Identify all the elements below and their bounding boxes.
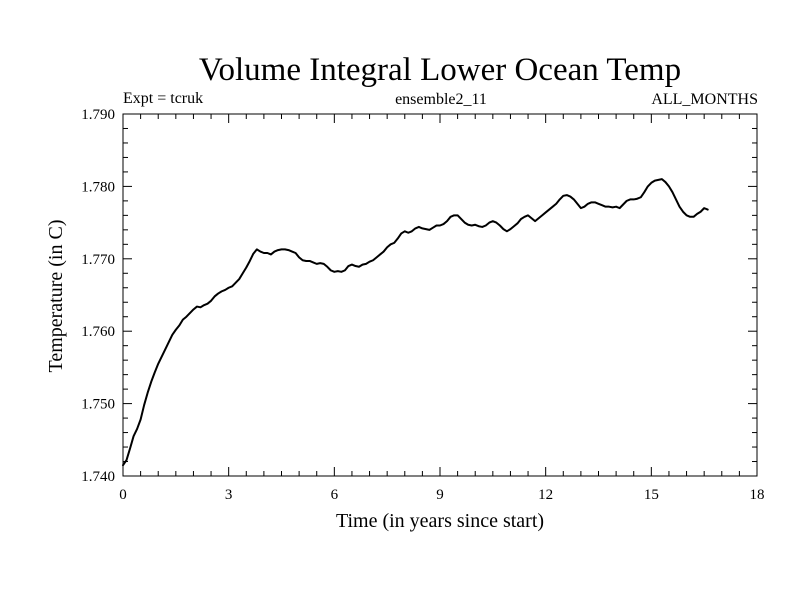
y-tick-label: 1.790 [81, 107, 115, 123]
x-axis-label: Time (in years since start) [336, 510, 544, 532]
chart-subtitle-left: Expt = tcruk [123, 90, 203, 107]
y-tick-label: 1.780 [81, 179, 115, 195]
x-tick-label: 15 [644, 487, 659, 503]
x-tick-label: 12 [538, 487, 553, 503]
plot-frame [122, 113, 758, 477]
chart-subtitle-center: ensemble2_11 [395, 91, 487, 108]
x-tick-label: 3 [225, 487, 233, 503]
series-line [122, 178, 709, 467]
x-tick-label: 0 [119, 487, 127, 503]
x-tick-label: 6 [331, 487, 339, 503]
chart-title: Volume Integral Lower Ocean Temp [199, 52, 681, 88]
y-tick-label: 1.760 [81, 324, 115, 340]
y-tick-labels: 1.740 1.750 1.760 1.770 1.780 1.790 [81, 107, 115, 485]
x-tick-label: 18 [750, 487, 765, 503]
y-axis-label: Temperature (in C) [45, 220, 67, 373]
y-tick-label: 1.770 [81, 252, 115, 268]
x-tick-labels: 0 3 6 9 12 15 18 [119, 487, 764, 503]
x-tick-label: 9 [436, 487, 444, 503]
axis-ticks [122, 113, 758, 477]
chart-subtitle-right: ALL_MONTHS [651, 91, 758, 108]
y-tick-label: 1.750 [81, 397, 115, 413]
y-tick-label: 1.740 [81, 469, 115, 485]
